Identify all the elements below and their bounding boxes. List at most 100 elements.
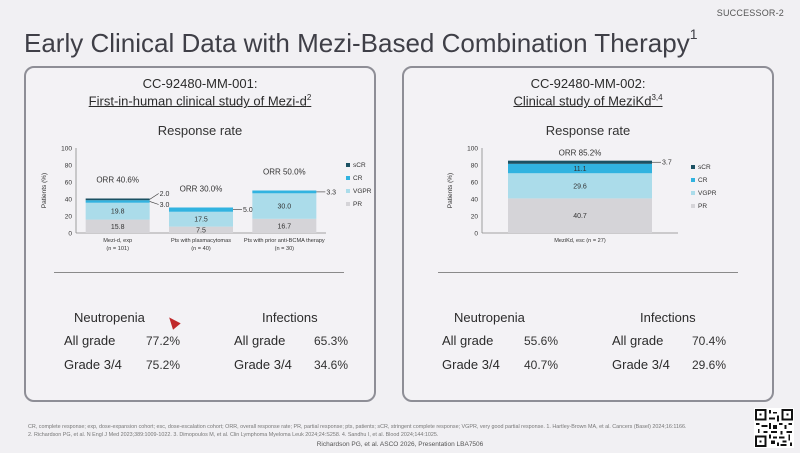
right-response-title: Response rate [545,123,631,138]
right-panel-title-text: Clinical study of MeziKd [513,93,652,109]
bar-segment-scr [508,160,652,164]
left-panel-title-text: First-in-human clinical study of Mezi-d [88,93,307,109]
legend-label: sCR [353,162,366,169]
right-panel-title-line2: Clinical study of MeziKd3,4 [404,93,772,108]
legend-label: PR [698,203,707,210]
data-label: 2.0 [160,191,170,198]
category-label: Mezi-d, exp [103,238,132,244]
data-label: 15.8 [111,224,125,231]
data-label: 30.0 [278,204,292,211]
bar-segment-vgpr [169,211,233,227]
y-tick-label: 60 [65,180,73,187]
category-label: MeziKd, esc (n = 27) [554,238,606,244]
data-label: 16.7 [278,223,292,230]
right-panel-title-sup: 3,4 [651,93,663,102]
bar-segment-cr [252,190,317,194]
left-panel-title-sup: 2 [306,93,312,102]
y-tick-label: 100 [467,146,478,153]
legend-swatch-cr [346,176,350,180]
y-tick-label: 80 [471,163,479,170]
left-panel-title-line1: CC-92480-MM-001: [142,76,258,91]
legend-swatch-vgpr [691,191,695,195]
y-axis-label: Patients (%) [447,173,454,208]
left-infections-head: Infections [262,310,318,325]
category-label: Pts with plasmacytomas [171,238,231,244]
y-tick-label: 40 [471,197,479,204]
legend-swatch-scr [346,163,350,167]
bar-segment-scr [85,198,150,201]
legend-swatch-vgpr [346,189,350,193]
y-tick-label: 0 [474,231,478,238]
right-row-label: All grade [442,333,494,348]
left-neutropenia-head: Neutropenia [74,310,145,325]
legend-label: sCR [698,164,711,171]
orr-label: ORR 85.2% [559,149,602,158]
data-label: 17.5 [194,217,208,224]
bar-segment-pr [85,219,150,233]
left-neutropenia-value: 75.2% [146,358,181,372]
qr-code-graphic [754,408,794,448]
category-label: (n = 101) [106,246,129,252]
right-neutropenia-value: 55.6% [524,334,559,348]
y-tick-label: 0 [68,231,72,238]
legend-swatch-cr [691,178,695,182]
bar-segment-pr [252,218,317,233]
left-panel-title-line2: First-in-human clinical study of Mezi-d2 [26,93,374,108]
data-label: 11.1 [573,166,586,173]
data-label: 3.3 [326,189,336,196]
right-neutropenia-head: Neutropenia [454,310,525,325]
category-label: Pts with prior anti-BCMA therapy [244,238,325,244]
left-row-label: All grade [64,333,116,348]
right-row-label: All grade [612,333,664,348]
right-infections-value: 29.6% [692,358,727,372]
bar-segment-cr [85,200,150,203]
legend-swatch-scr [691,165,695,169]
bar-segment-vgpr [252,193,317,219]
right-response-chart: 0 20 40 60 80 100 Patients (%) 40.7 29.6 11.1 3.7 O… [447,146,717,245]
right-infections-value: 70.4% [692,334,727,348]
y-axis-label: Patients (%) [41,173,48,208]
data-label: 40.7 [573,213,587,220]
data-label: 7.5 [196,227,206,234]
slide-tag: SUCCESSOR-2 [716,8,784,18]
y-tick-label: 100 [61,146,72,153]
bar-segment-vgpr [85,202,150,220]
qr-code-icon[interactable] [754,408,794,448]
legend-swatch-pr [346,202,350,206]
right-row-label: Grade 3/4 [612,357,670,372]
legend-label: CR [698,177,708,184]
leader-line [149,193,159,200]
bar-segment-pr [169,226,233,233]
citation: Richardson PG, et al. ASCO 2026, Present… [316,441,484,448]
y-tick-label: 20 [471,214,479,221]
left-row-label: Grade 3/4 [234,357,292,372]
left-panel: CC-92480-MM-001: First-in-human clinical… [24,66,376,402]
right-panel-title-line1: CC-92480-MM-002: [530,76,646,91]
data-label: 3.0 [160,202,170,209]
slide-title-text: Early Clinical Data with Mezi-Based Comb… [24,28,690,58]
footnote: CR, complete response; exp, dose-expansi… [28,424,687,438]
left-row-label: All grade [234,333,286,348]
bar-segment-cr [508,163,652,174]
data-label: 29.6 [573,183,587,190]
right-panel: CC-92480-MM-002: Clinical study of MeziK… [402,66,774,402]
leader-line [149,201,159,205]
orr-label: ORR 50.0% [263,168,306,177]
left-neutropenia-value: 77.2% [146,334,181,348]
y-tick-label: 20 [65,214,73,221]
legend-label: CR [353,175,363,182]
left-response-title: Response rate [157,123,243,138]
data-label: 3.7 [662,160,672,167]
right-row-label: Grade 3/4 [442,357,500,372]
legend-label: PR [353,201,362,208]
slide-title-sup: 1 [689,26,698,42]
bar-segment-cr [169,207,233,212]
right-neutropenia-value: 40.7% [524,358,559,372]
left-row-label: Grade 3/4 [64,357,122,372]
left-infections-value: 65.3% [314,334,349,348]
slide-title: Early Clinical Data with Mezi-Based Comb… [24,26,698,59]
y-tick-label: 60 [471,180,479,187]
legend-label: VGPR [353,188,372,195]
y-tick-label: 80 [65,163,73,170]
